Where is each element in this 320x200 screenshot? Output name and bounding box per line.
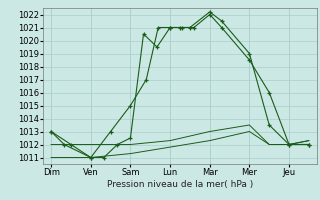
X-axis label: Pression niveau de la mer( hPa ): Pression niveau de la mer( hPa ) (107, 180, 253, 189)
